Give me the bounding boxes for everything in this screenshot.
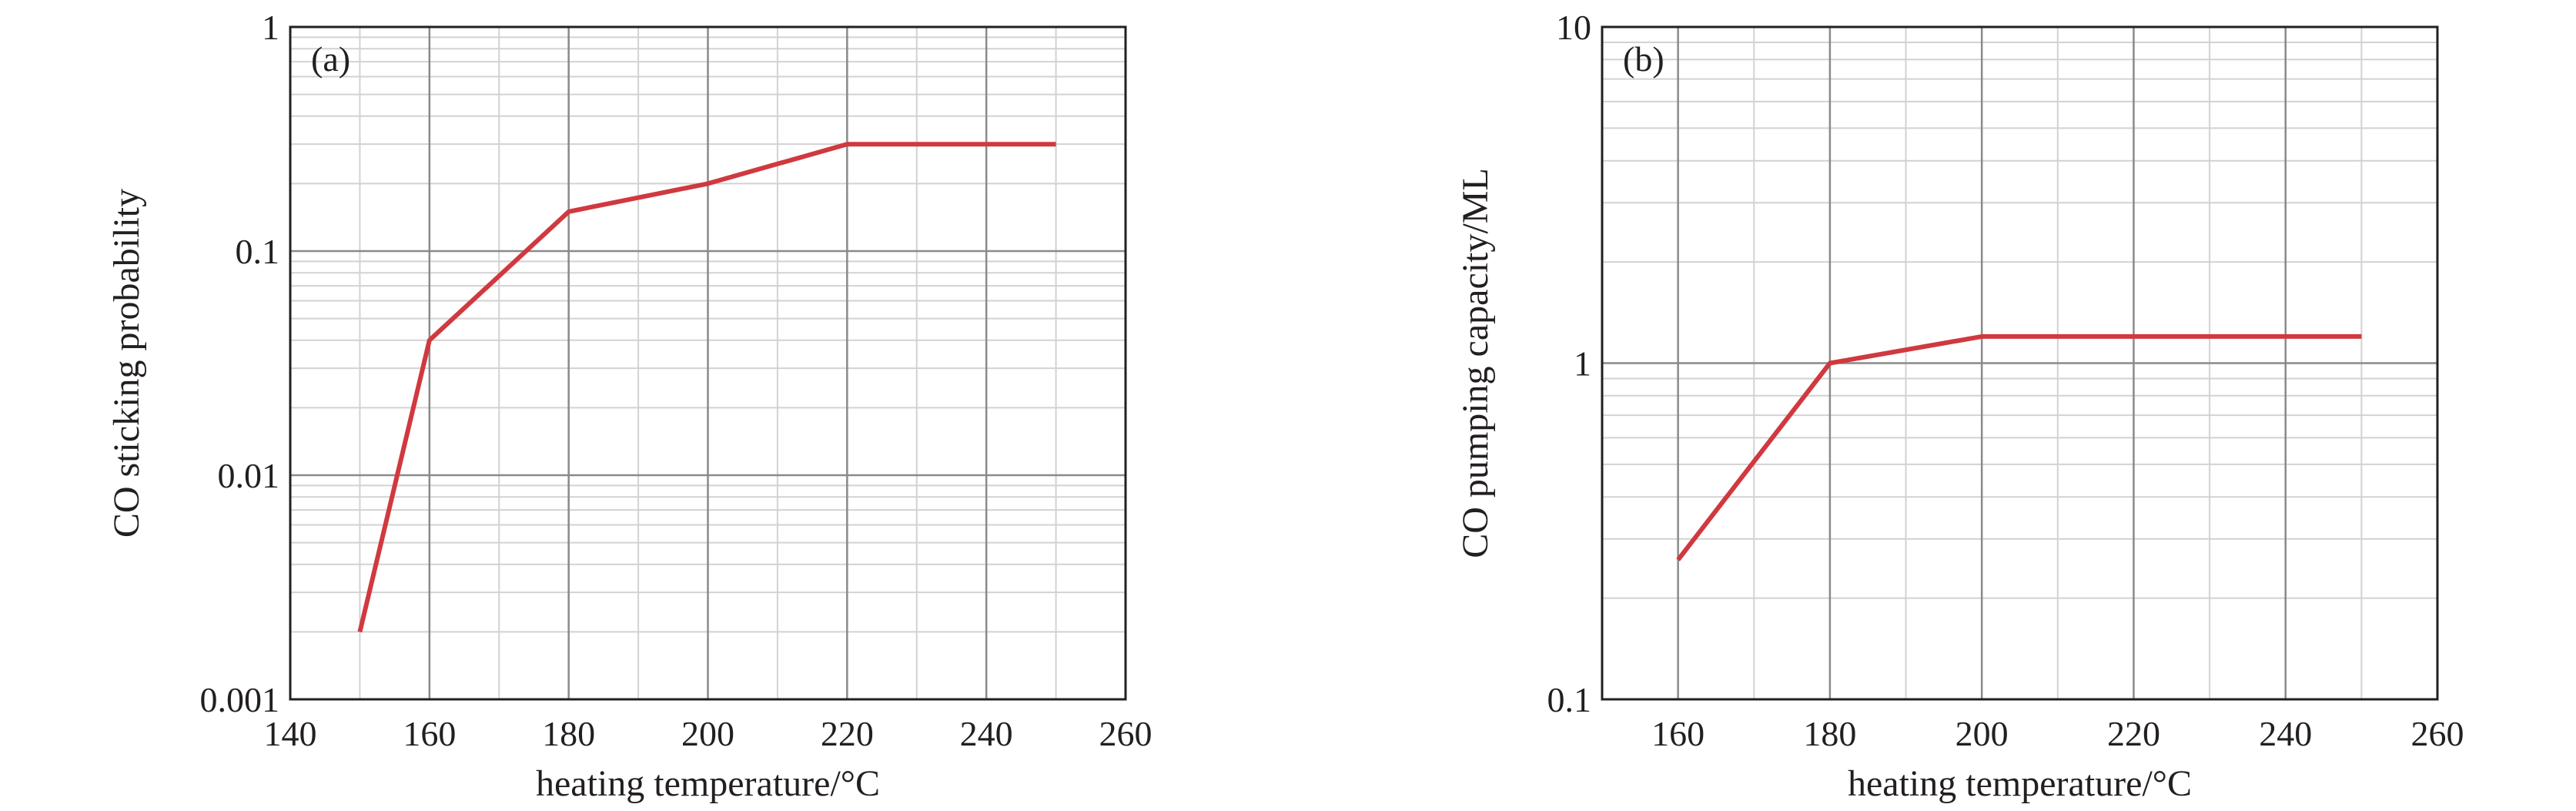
x-tick-labels-b: 160 180 200 220 240 260 [1651, 714, 2464, 753]
x-axis-label-b: heating temperature/°C [1848, 763, 2192, 804]
x-tick-label-b: 180 [1803, 714, 1856, 753]
x-tick-labels-a: 140 160 180 200 220 240 260 [264, 714, 1153, 753]
data-series-line-b-0 [1676, 333, 2362, 561]
panel-label-b: (b) [1623, 39, 1664, 79]
x-tick-label-b: 160 [1651, 714, 1705, 753]
x-tick-label-b: 260 [2411, 714, 2464, 753]
data-series-line-a-0 [357, 142, 1056, 633]
plot-frame-a [289, 25, 1127, 701]
y-tick-label-a: 0.1 [236, 232, 280, 271]
y-tick-label-a: 0.01 [218, 456, 280, 495]
y-axis-label-b: CO pumping capacity/ML [1455, 168, 1496, 558]
y-tick-labels-a: 0.001 0.01 0.1 1 [200, 8, 280, 719]
x-tick-label-b: 200 [1955, 714, 2009, 753]
chart-panel-b: 160 180 200 220 240 260 0.1 1 10 (b) heating te… [1455, 8, 2464, 804]
x-tick-label-a: 240 [960, 714, 1013, 753]
y-tick-label-a: 1 [262, 8, 279, 47]
y-tick-labels-b: 0.1 1 10 [1547, 8, 1592, 719]
x-tick-label-a: 220 [821, 714, 874, 753]
series-group-a [357, 142, 1056, 633]
x-axis-label-a: heating temperature/°C [536, 763, 880, 804]
panel-label-a: (a) [311, 39, 350, 79]
x-tick-label-a: 200 [681, 714, 734, 753]
series-group-b [1676, 333, 2362, 561]
y-axis-label-a: CO sticking probability [106, 189, 147, 538]
grid-a [289, 25, 1127, 701]
x-tick-label-a: 140 [264, 714, 317, 753]
plot-frame-b [1601, 25, 2439, 701]
x-tick-label-b: 240 [2259, 714, 2312, 753]
y-tick-label-b: 10 [1556, 8, 1591, 47]
y-tick-label-b: 0.1 [1547, 680, 1592, 719]
x-tick-label-a: 180 [542, 714, 595, 753]
x-tick-label-a: 260 [1099, 714, 1153, 753]
x-tick-label-b: 220 [2107, 714, 2160, 753]
y-tick-label-b: 1 [1574, 344, 1591, 384]
y-tick-label-a: 0.001 [200, 680, 280, 719]
grid-b [1601, 25, 2439, 701]
x-tick-label-a: 160 [403, 714, 456, 753]
